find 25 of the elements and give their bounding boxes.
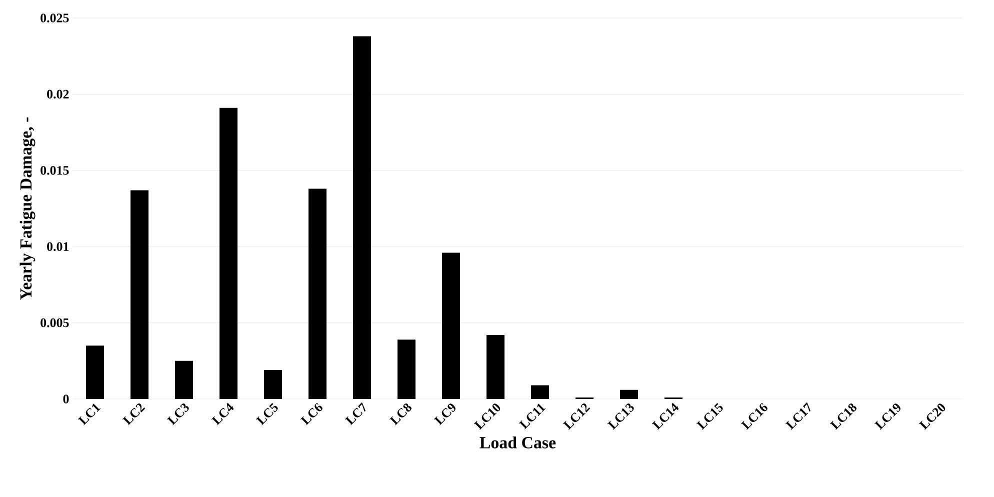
bar bbox=[398, 340, 416, 399]
y-axis-title: Yearly Fatigue Damage, - bbox=[20, 117, 36, 300]
y-tick-label: 0 bbox=[63, 394, 69, 404]
bar bbox=[620, 390, 638, 399]
bar bbox=[130, 190, 148, 399]
y-tick-label: 0.025 bbox=[40, 14, 69, 22]
x-tick-label: LC9 bbox=[434, 404, 456, 426]
x-tick-label: LC3 bbox=[166, 404, 189, 426]
bar bbox=[86, 346, 104, 399]
bar bbox=[220, 108, 238, 399]
x-tick-label: LC2 bbox=[122, 404, 146, 426]
bar bbox=[531, 385, 550, 399]
bar bbox=[353, 36, 372, 399]
bar bbox=[308, 188, 327, 399]
y-tick-label: 0.02 bbox=[47, 90, 69, 99]
y-tick-label: 0.01 bbox=[47, 242, 69, 251]
bar bbox=[175, 360, 194, 399]
bar bbox=[264, 370, 282, 399]
x-tick-label: LC1 bbox=[78, 404, 101, 426]
bar bbox=[486, 334, 505, 399]
x-tick-label: LC8 bbox=[389, 403, 412, 426]
bar bbox=[442, 252, 460, 399]
y-tick-label: 0.015 bbox=[40, 166, 69, 175]
y-tick-label: 0.005 bbox=[40, 318, 69, 328]
x-axis-title: Load Case bbox=[480, 436, 556, 448]
